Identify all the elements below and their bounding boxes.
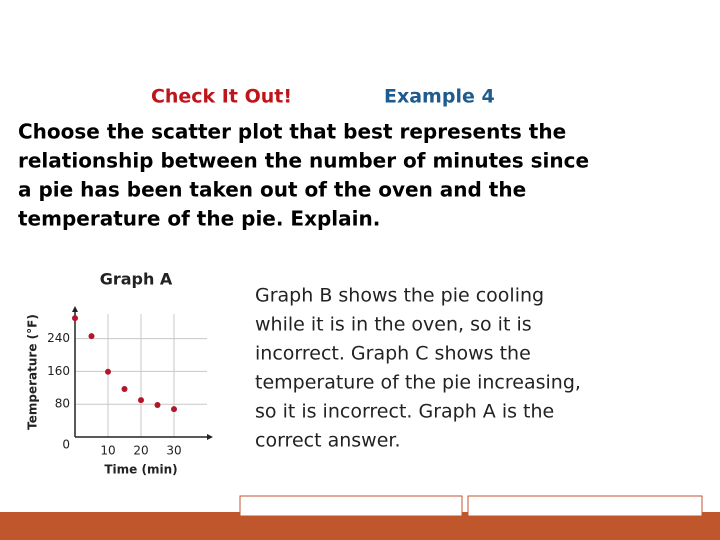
x-tick-label: 10 xyxy=(100,444,115,458)
y-tick-label: 0 xyxy=(62,438,70,452)
axis-arrow xyxy=(72,306,78,312)
x-axis-label: Time (min) xyxy=(104,463,177,477)
explanation-line: so it is incorrect. Graph A is the xyxy=(255,401,554,423)
footer-bar xyxy=(0,512,720,540)
title-red: Check It Out! xyxy=(151,86,292,108)
explanation-line: correct answer. xyxy=(255,430,401,452)
chart-title: Graph A xyxy=(100,270,173,289)
y-axis-label: Temperature (°F) xyxy=(26,314,40,430)
question-line: temperature of the pie. Explain. xyxy=(18,207,380,231)
point xyxy=(171,406,177,413)
footer-box xyxy=(467,495,703,517)
point xyxy=(138,397,144,404)
y-tick-label: 240 xyxy=(47,331,70,345)
explanation-line: temperature of the pie increasing, xyxy=(255,372,581,394)
x-tick-label: 20 xyxy=(133,444,148,458)
y-tick-label: 160 xyxy=(47,364,70,378)
explanation-line: incorrect. Graph C shows the xyxy=(255,343,531,365)
question-line: a pie has been taken out of the oven and… xyxy=(18,178,526,202)
axis-arrow xyxy=(207,434,213,440)
point xyxy=(121,386,128,393)
point xyxy=(154,402,161,409)
point xyxy=(105,368,111,375)
y-tick-label: 80 xyxy=(55,397,70,411)
question-line: Choose the scatter plot that best repres… xyxy=(18,120,566,144)
explanation-line: Graph B shows the pie cooling xyxy=(255,285,544,307)
point xyxy=(88,333,95,340)
title-blue: Example 4 xyxy=(384,86,495,108)
question-line: relationship between the number of minut… xyxy=(18,149,589,173)
point xyxy=(72,315,78,322)
footer-box xyxy=(239,495,463,517)
x-tick-label: 30 xyxy=(166,444,181,458)
explanation-line: while it is in the oven, so it is xyxy=(255,314,532,336)
